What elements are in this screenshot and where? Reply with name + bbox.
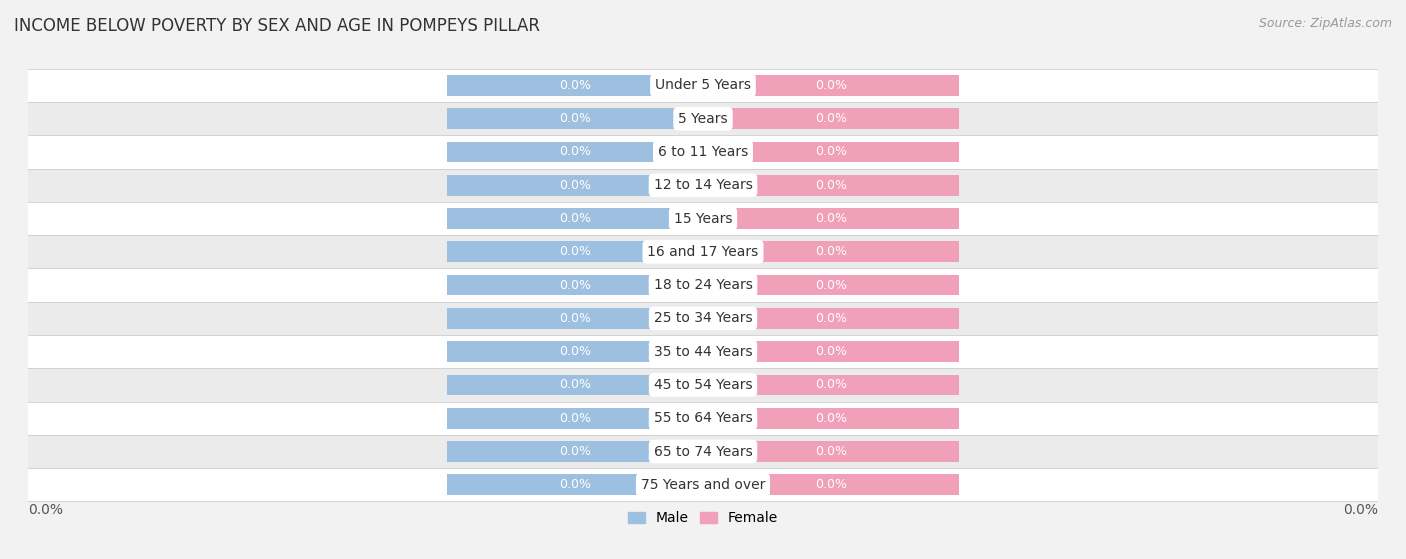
Text: 0.0%: 0.0% bbox=[815, 212, 848, 225]
Bar bbox=[28, 69, 1378, 102]
Text: 65 to 74 Years: 65 to 74 Years bbox=[654, 444, 752, 458]
Bar bbox=[703, 342, 959, 362]
Text: 0.0%: 0.0% bbox=[558, 179, 591, 192]
Text: 0.0%: 0.0% bbox=[558, 345, 591, 358]
Text: 0.0%: 0.0% bbox=[815, 479, 848, 491]
Text: 12 to 14 Years: 12 to 14 Years bbox=[654, 178, 752, 192]
Text: 0.0%: 0.0% bbox=[558, 245, 591, 258]
Text: 0.0%: 0.0% bbox=[558, 278, 591, 292]
Text: 0.0%: 0.0% bbox=[815, 445, 848, 458]
Text: 0.0%: 0.0% bbox=[28, 503, 63, 517]
Text: 6 to 11 Years: 6 to 11 Years bbox=[658, 145, 748, 159]
Text: 0.0%: 0.0% bbox=[558, 212, 591, 225]
Bar bbox=[447, 175, 703, 196]
Bar bbox=[28, 268, 1378, 302]
Bar bbox=[447, 108, 703, 129]
Text: 75 Years and over: 75 Years and over bbox=[641, 478, 765, 492]
Bar bbox=[703, 475, 959, 495]
Bar bbox=[447, 475, 703, 495]
Text: 0.0%: 0.0% bbox=[558, 479, 591, 491]
Text: 15 Years: 15 Years bbox=[673, 211, 733, 225]
Text: 0.0%: 0.0% bbox=[558, 79, 591, 92]
Bar bbox=[703, 208, 959, 229]
Bar bbox=[447, 375, 703, 395]
Bar bbox=[28, 102, 1378, 135]
Bar bbox=[703, 108, 959, 129]
Text: 55 to 64 Years: 55 to 64 Years bbox=[654, 411, 752, 425]
Bar bbox=[703, 275, 959, 295]
Text: 0.0%: 0.0% bbox=[815, 245, 848, 258]
Text: 0.0%: 0.0% bbox=[815, 79, 848, 92]
Text: 25 to 34 Years: 25 to 34 Years bbox=[654, 311, 752, 325]
Bar bbox=[447, 75, 703, 96]
Text: 0.0%: 0.0% bbox=[558, 112, 591, 125]
Text: 5 Years: 5 Years bbox=[678, 112, 728, 126]
Bar bbox=[703, 141, 959, 162]
Text: 0.0%: 0.0% bbox=[815, 179, 848, 192]
Text: 0.0%: 0.0% bbox=[815, 378, 848, 391]
Text: 18 to 24 Years: 18 to 24 Years bbox=[654, 278, 752, 292]
Bar bbox=[447, 441, 703, 462]
Text: 0.0%: 0.0% bbox=[1343, 503, 1378, 517]
Bar bbox=[447, 408, 703, 429]
Text: 0.0%: 0.0% bbox=[558, 145, 591, 158]
Bar bbox=[28, 302, 1378, 335]
Text: 0.0%: 0.0% bbox=[815, 312, 848, 325]
Text: 0.0%: 0.0% bbox=[815, 112, 848, 125]
Legend: Male, Female: Male, Female bbox=[623, 506, 783, 531]
Text: 45 to 54 Years: 45 to 54 Years bbox=[654, 378, 752, 392]
Bar bbox=[28, 468, 1378, 501]
Text: 0.0%: 0.0% bbox=[558, 412, 591, 425]
Text: 0.0%: 0.0% bbox=[815, 145, 848, 158]
Bar bbox=[28, 202, 1378, 235]
Bar bbox=[28, 135, 1378, 169]
Text: 0.0%: 0.0% bbox=[815, 412, 848, 425]
Bar bbox=[447, 208, 703, 229]
Text: 0.0%: 0.0% bbox=[558, 445, 591, 458]
Bar bbox=[703, 441, 959, 462]
Bar bbox=[28, 335, 1378, 368]
Bar bbox=[447, 342, 703, 362]
Bar bbox=[703, 75, 959, 96]
Text: INCOME BELOW POVERTY BY SEX AND AGE IN POMPEYS PILLAR: INCOME BELOW POVERTY BY SEX AND AGE IN P… bbox=[14, 17, 540, 35]
Bar bbox=[28, 368, 1378, 401]
Text: 16 and 17 Years: 16 and 17 Years bbox=[647, 245, 759, 259]
Text: Under 5 Years: Under 5 Years bbox=[655, 78, 751, 92]
Bar bbox=[28, 435, 1378, 468]
Bar bbox=[28, 401, 1378, 435]
Text: Source: ZipAtlas.com: Source: ZipAtlas.com bbox=[1258, 17, 1392, 30]
Text: 0.0%: 0.0% bbox=[558, 312, 591, 325]
Bar bbox=[703, 308, 959, 329]
Bar bbox=[447, 241, 703, 262]
Bar bbox=[703, 175, 959, 196]
Text: 35 to 44 Years: 35 to 44 Years bbox=[654, 345, 752, 359]
Text: 0.0%: 0.0% bbox=[815, 345, 848, 358]
Bar bbox=[703, 241, 959, 262]
Bar bbox=[703, 375, 959, 395]
Text: 0.0%: 0.0% bbox=[815, 278, 848, 292]
Bar bbox=[447, 308, 703, 329]
Bar bbox=[28, 235, 1378, 268]
Bar bbox=[447, 275, 703, 295]
Bar bbox=[703, 408, 959, 429]
Bar bbox=[28, 169, 1378, 202]
Text: 0.0%: 0.0% bbox=[558, 378, 591, 391]
Bar bbox=[447, 141, 703, 162]
